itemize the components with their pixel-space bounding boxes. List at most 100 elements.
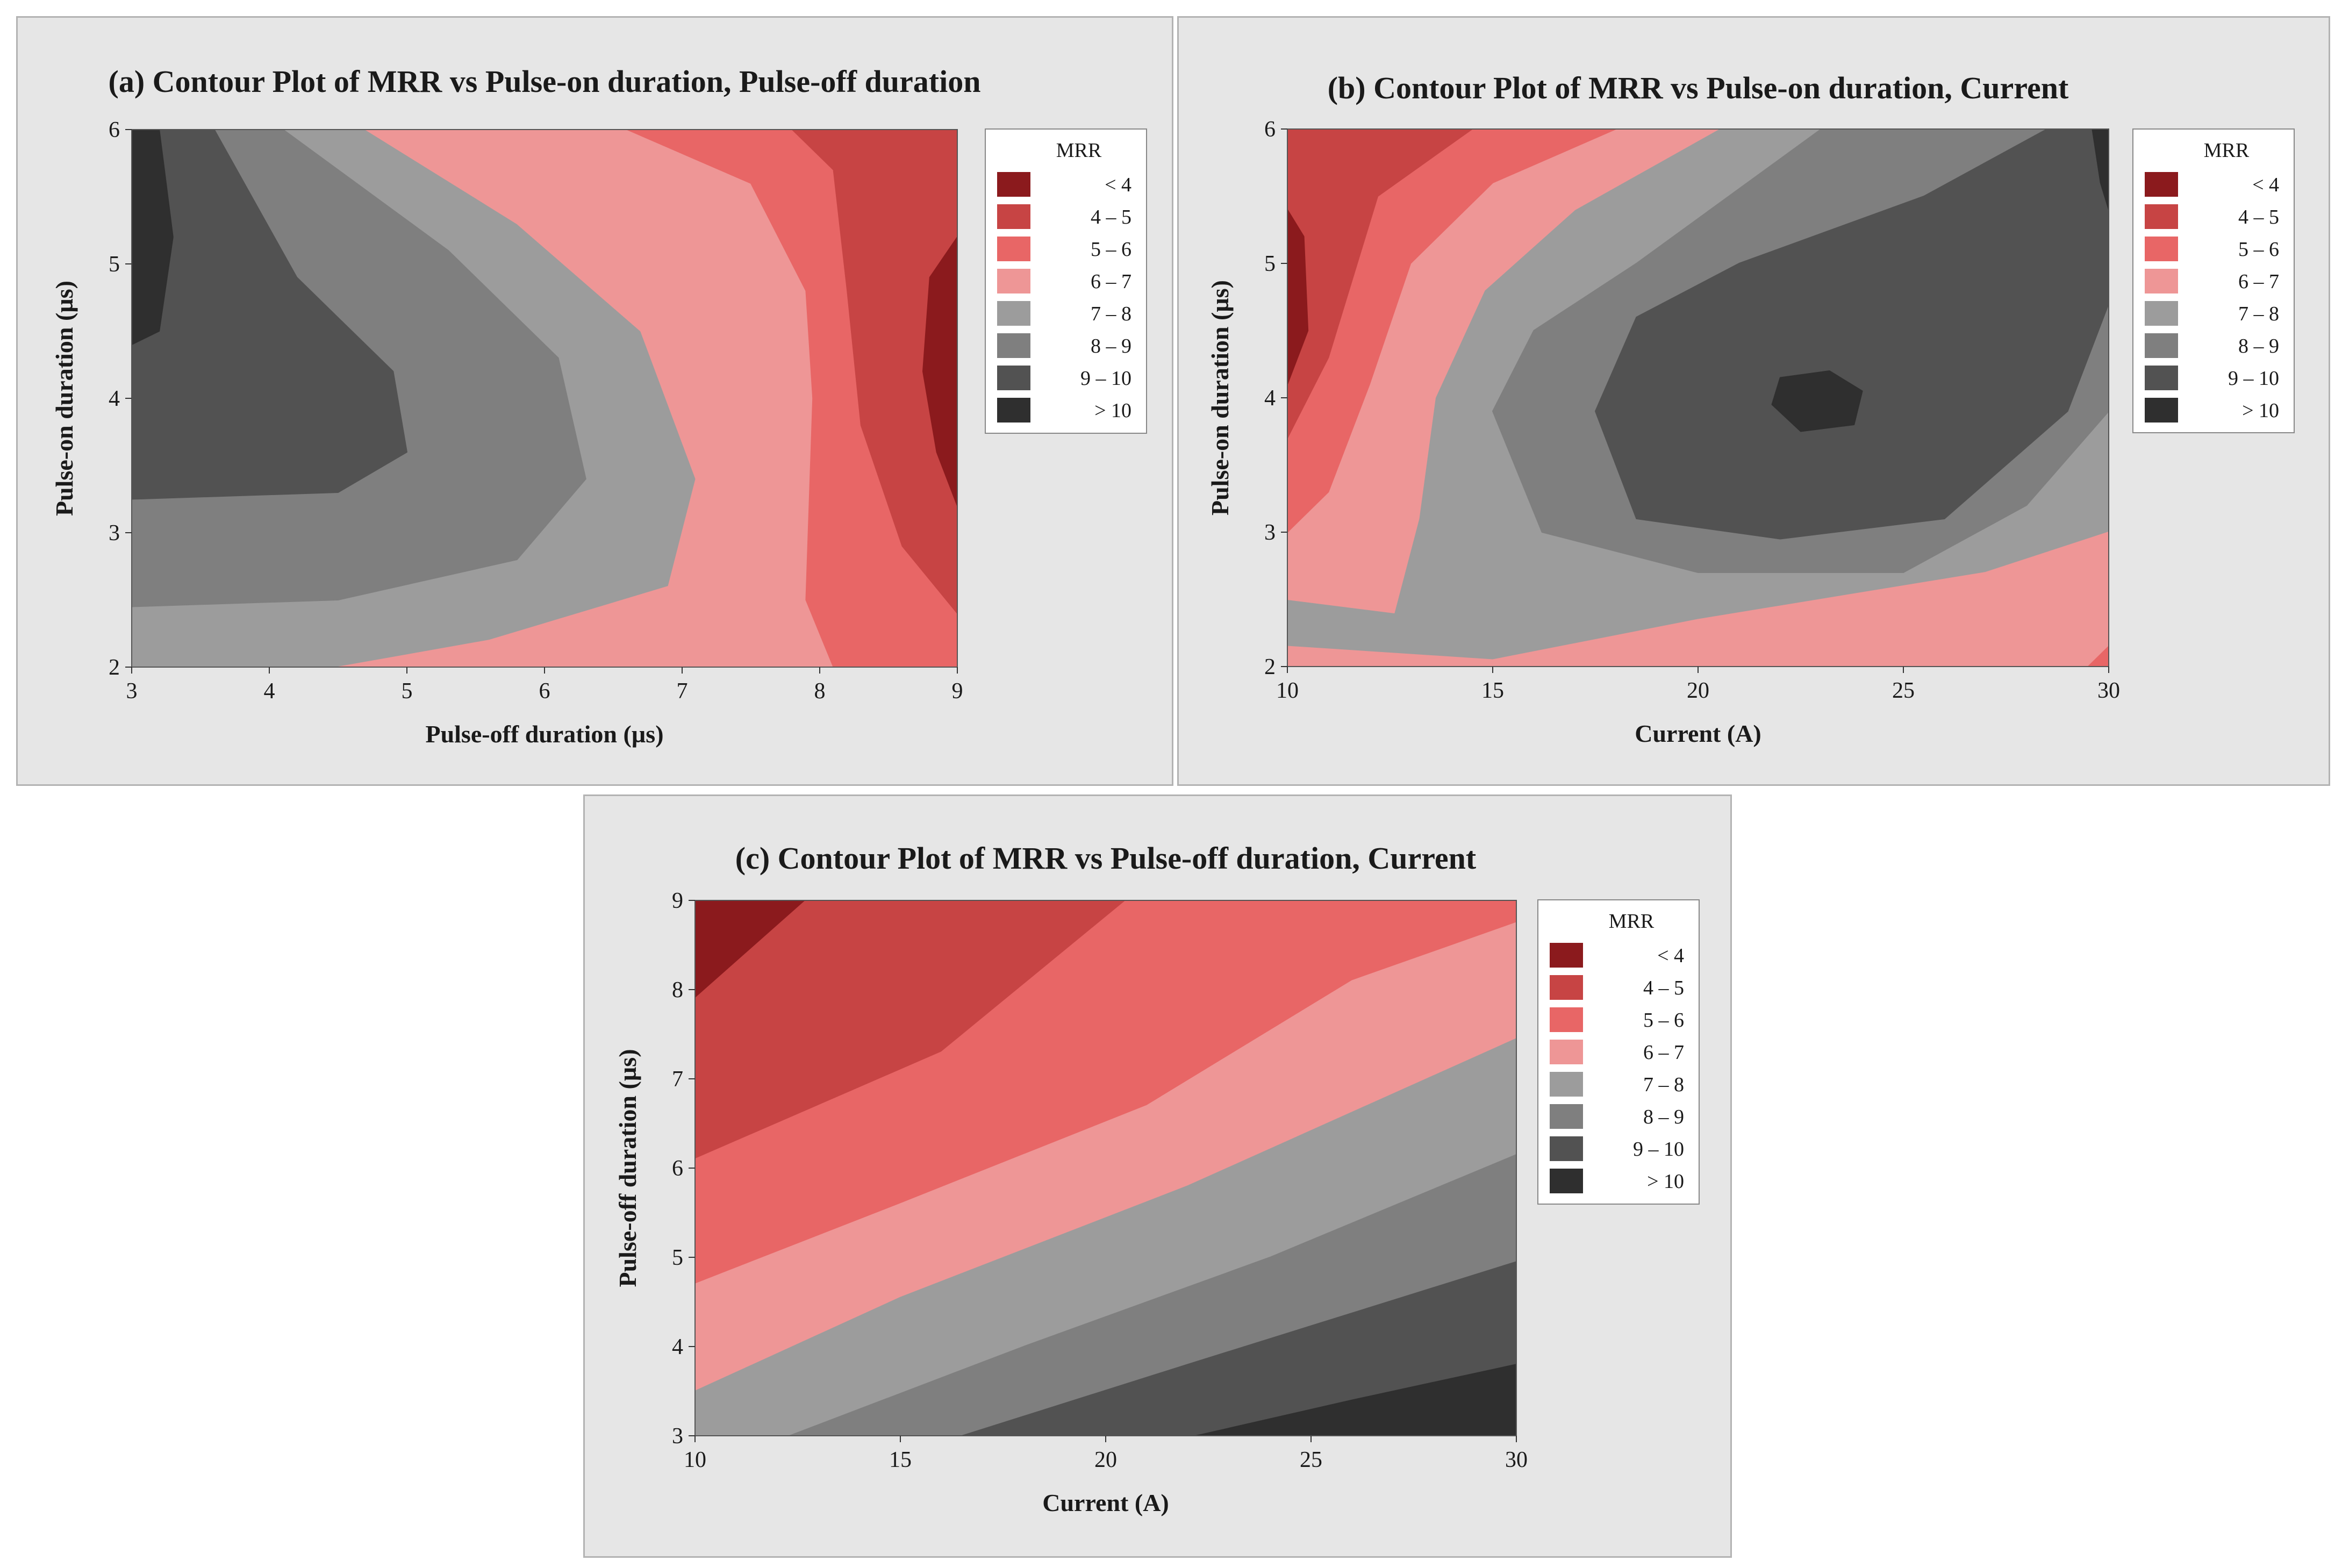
legend-swatch [997,301,1030,326]
x-tick-label: 8 [814,679,826,704]
x-tick-label: 15 [1481,678,1504,703]
legend-label: > 10 [1094,399,1131,422]
legend-swatch [997,333,1030,358]
legend-swatch [2145,333,2178,358]
chart-title: (c) Contour Plot of MRR vs Pulse-off dur… [735,841,1477,876]
y-tick-label: 7 [672,1067,683,1092]
x-tick-label: 30 [2097,678,2120,703]
y-tick-label: 2 [1264,655,1276,679]
contour-band [791,130,957,614]
contour-band [1287,209,1309,385]
legend-label: < 4 [1105,174,1131,196]
x-tick-label: 20 [1687,678,1709,703]
legend-swatch [1550,1040,1583,1064]
contour-chart-b: (b) Contour Plot of MRR vs Pulse-on dura… [1206,70,2295,747]
legend-swatch [1550,1169,1583,1193]
chart-title: (b) Contour Plot of MRR vs Pulse-on dura… [1328,70,2069,105]
chart-title: (a) Contour Plot of MRR vs Pulse-on dura… [109,64,981,99]
contour-band [1287,129,1617,533]
legend-swatch [2145,204,2178,229]
x-tick-label: 20 [1094,1448,1117,1472]
legend-label: 4 – 5 [2238,206,2279,228]
x-tick-label: 25 [1892,678,1915,703]
legend-swatch [1550,1007,1583,1032]
x-tick-label: 10 [1276,678,1299,703]
legend-label: 6 – 7 [1643,1041,1684,1064]
contour-band [1195,1364,1516,1436]
legend-label: < 4 [2252,174,2279,196]
y-axis-label: Pulse-on duration (µs) [1206,280,1234,515]
legend-label: 5 – 6 [2238,238,2279,261]
contour-band [2092,129,2109,210]
contour-panel-c: (c) Contour Plot of MRR vs Pulse-off dur… [583,794,1732,1558]
legend-swatch [2145,398,2178,423]
y-tick-label: 5 [672,1245,683,1270]
legend-label: > 10 [1647,1170,1684,1193]
contour-panel-b: (b) Contour Plot of MRR vs Pulse-on dura… [1177,16,2330,786]
y-axis-label: Pulse-on duration (µs) [51,281,78,516]
contour-band [922,237,957,506]
legend-swatch [1550,1072,1583,1097]
legend-swatch [1550,1136,1583,1161]
legend: MRR< 4 4 – 5 5 – 6 6 – 7 7 – 8 8 – 9 9 – 10 > 1… [985,128,1147,434]
legend-label: 5 – 6 [1643,1009,1684,1032]
contour-band [132,130,174,345]
y-tick-label: 6 [672,1156,683,1181]
legend-label: 6 – 7 [1091,270,1131,293]
x-tick-label: 7 [677,679,688,704]
x-axis-label: Pulse-off duration (µs) [425,720,663,748]
contour-chart-a: (a) Contour Plot of MRR vs Pulse-on dura… [51,64,1147,748]
legend-swatch [1550,975,1583,1000]
legend-label: 7 – 8 [1643,1073,1684,1096]
contour-band [961,1261,1516,1436]
x-tick-label: 10 [684,1448,706,1472]
contour-panel-a: (a) Contour Plot of MRR vs Pulse-on dura… [16,16,1173,786]
legend-title: MRR [1056,139,1102,162]
y-tick-label: 4 [109,386,120,411]
legend-swatch [997,366,1030,390]
contour-band [2087,646,2109,667]
y-tick-label: 4 [672,1335,683,1359]
y-tick-label: 3 [1264,520,1276,545]
x-tick-label: 5 [402,679,413,704]
legend-label: 8 – 9 [1643,1106,1684,1128]
legend-swatch [2145,172,2178,197]
x-tick-label: 9 [952,679,963,704]
y-tick-label: 6 [109,118,120,142]
legend-label: 9 – 10 [1080,367,1131,390]
y-tick-label: 3 [109,521,120,546]
x-tick-label: 25 [1300,1448,1322,1472]
legend-swatch [997,269,1030,293]
x-axis-label: Current (A) [1635,720,1761,747]
contour-band [1287,129,1473,439]
legend: MRR< 4 4 – 5 5 – 6 6 – 7 7 – 8 8 – 9 9 – 10 > 1… [2132,128,2295,433]
contour-chart-c: (c) Contour Plot of MRR vs Pulse-off dur… [614,841,1700,1516]
y-tick-label: 9 [672,889,683,913]
legend-label: 9 – 10 [1633,1138,1684,1161]
legend-label: 7 – 8 [1091,303,1131,325]
legend-swatch [2145,301,2178,326]
y-tick-label: 6 [1264,117,1276,142]
y-tick-label: 5 [1264,252,1276,276]
x-tick-label: 15 [889,1448,912,1472]
y-tick-label: 8 [672,978,683,1003]
contour-bands [1287,129,2109,667]
legend-swatch [2145,237,2178,261]
contour-bands [695,900,1516,1436]
legend-swatch [997,172,1030,197]
legend-label: 4 – 5 [1643,977,1684,999]
contour-band [132,130,407,500]
legend-swatch [2145,366,2178,390]
legend-label: 6 – 7 [2238,270,2279,293]
x-tick-label: 30 [1505,1448,1528,1472]
y-tick-label: 4 [1264,386,1276,411]
legend-label: 8 – 9 [2238,335,2279,357]
contour-band [1287,532,2109,667]
legend-label: 8 – 9 [1091,335,1131,357]
contour-band [1771,370,1863,432]
legend-swatch [997,398,1030,423]
legend-label: 9 – 10 [2228,367,2279,390]
legend-label: 5 – 6 [1091,238,1131,261]
x-tick-label: 6 [539,679,550,704]
y-axis-label: Pulse-off duration (µs) [614,1049,641,1287]
